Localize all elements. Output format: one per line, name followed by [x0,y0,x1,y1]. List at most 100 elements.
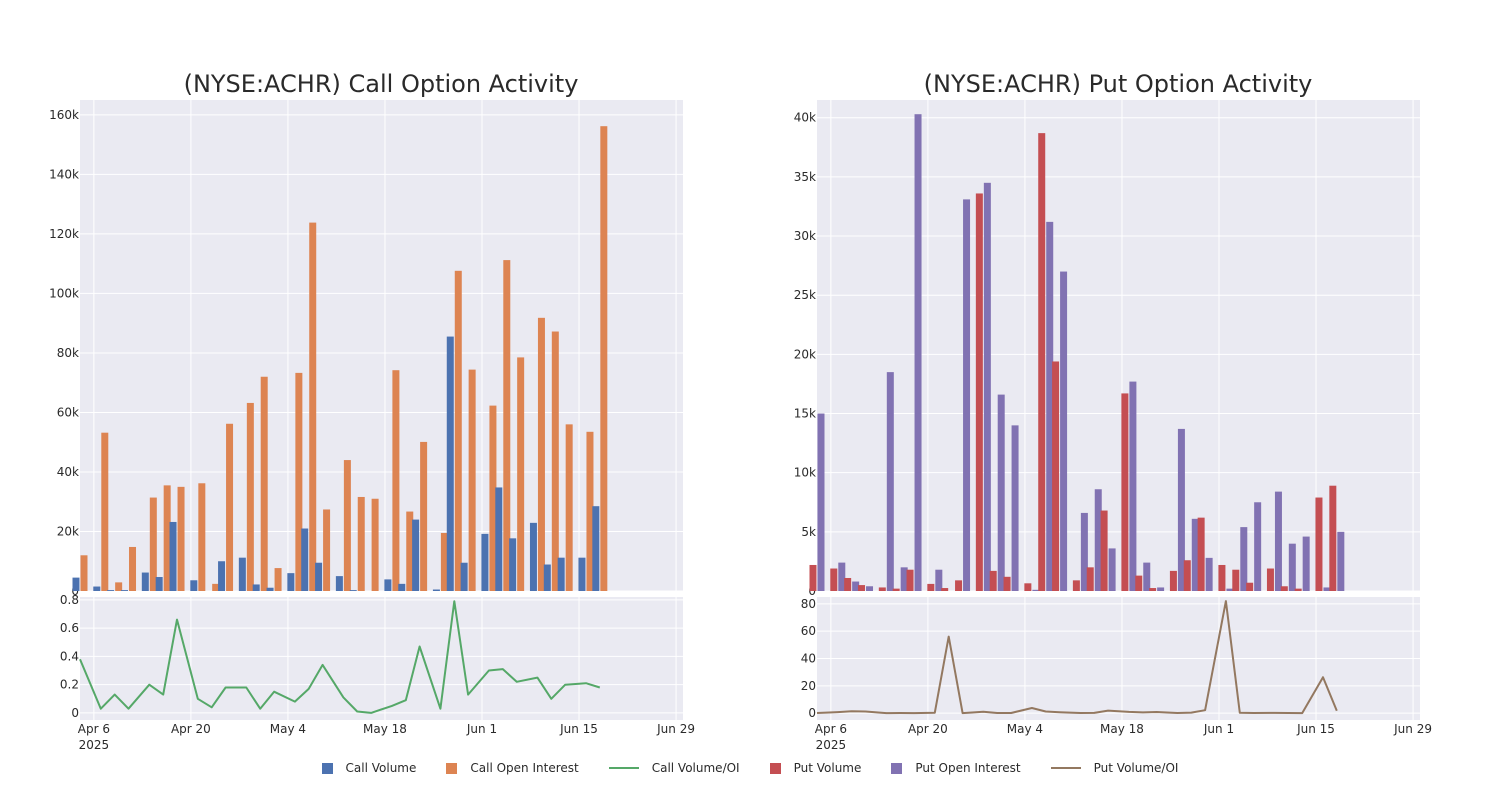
put-bar-ytick-label: 15k [794,407,816,421]
put-open-interest-bar [1254,502,1262,591]
put-xtick-label: Jun 1 [1203,722,1234,736]
call-open-interest-bar [392,370,400,591]
put-open-interest-bar [1011,425,1019,591]
put-volume-bar [941,588,949,591]
put-volume-bar [858,585,866,591]
put-volume-bar [1280,586,1288,591]
call-open-interest-bar [246,402,254,591]
call-open-interest-bar [600,126,608,591]
put-bar-ytick-label: 35k [794,170,816,184]
put-open-interest-bar [886,372,894,591]
put-bar-ytick-label: 10k [794,466,816,480]
put-chart: (NYSE:ACHR) Put Option Activity 0 5k 10k 15k… [794,70,1432,752]
put-open-interest-bar [1337,531,1345,591]
put-volume-bar [1121,393,1129,591]
put-volume-bar [1218,564,1226,591]
put-ratio-ytick-label: 80 [801,597,816,611]
put-open-interest-bar [1046,221,1054,591]
call-volume-bar [252,584,260,591]
call-volume-bar [543,564,551,591]
put-open-interest-bar [963,199,971,592]
put-bar-ytick-label: 5k [801,525,816,539]
call-volume-bar [529,522,537,591]
call-open-interest-bar [551,331,559,591]
call-volume-bar [121,590,129,591]
call-open-interest-bar [80,555,88,591]
call-open-interest-bar [115,582,123,591]
call-xtick-label: Jun 15 [559,722,598,736]
put-volume-bar [809,564,817,591]
put-open-interest-bar [1094,489,1102,591]
put-volume-bar [906,569,914,591]
chart-legend: Call Volume Call Open Interest Call Volu… [0,758,1500,778]
put-open-interest-bar [914,114,922,591]
put-volume-bar [975,193,983,591]
call-open-interest-bar [212,583,220,591]
call-bar-ytick-label: 120k [49,227,79,241]
call-volume-bar [557,557,565,591]
put-open-interest-bar [1302,536,1310,591]
put-bar-ytick-label: 40k [794,111,816,125]
put-volume-bar [1072,580,1080,591]
call-volume-bar [578,557,586,591]
call-volume-bar [315,562,323,591]
call-volume-bar [301,528,309,591]
call-volume-bar [238,557,246,591]
call-open-interest-bar [489,405,497,591]
put-volume-bar [989,570,997,591]
call-open-interest-bar [274,568,282,591]
call-xtick-year-label: 2025 [79,738,110,752]
put-ratio-ytick-label: 20 [801,679,816,693]
put-volume-bar [1003,576,1011,591]
call-volume-bar [218,561,226,591]
call-volume-bar [509,538,517,591]
call-open-interest-bar [420,441,428,591]
legend-label-call-open-interest: Call Open Interest [470,761,579,775]
put-volume-bar [1052,361,1060,591]
call-open-interest-bar [198,483,206,591]
put-chart-title: (NYSE:ACHR) Put Option Activity [924,70,1313,98]
put-ratio-ytick-label: 60 [801,624,816,638]
put-volume-bar [927,583,935,591]
call-xtick-label: Apr 6 [78,722,110,736]
call-volume-bar [266,587,274,591]
call-volume-bar [155,577,163,591]
call-volume-bar [460,562,468,591]
put-volume-bar [955,580,963,591]
put-open-interest-bar [817,413,825,591]
call-volume-bar [287,573,295,591]
put-volume-bar [892,588,900,591]
call-volume-bar [495,487,503,591]
put-volume-bar [1086,567,1094,591]
call-open-interest-bar [309,222,317,592]
call-open-interest-bar [226,423,234,591]
put-volume-bar [1315,497,1323,591]
call-open-interest-bar [565,424,573,591]
put-open-interest-bar [1108,548,1116,591]
put-volume-bar [1169,570,1177,591]
call-bar-ytick-label: 60k [57,405,79,419]
put-xtick-label: Apr 20 [908,722,948,736]
call-volume-bar [481,533,489,591]
call-xtick-label: Jun 1 [466,722,497,736]
put-open-interest-bar [1205,557,1213,591]
call-open-interest-bar [468,369,476,591]
legend-label-put-open-interest: Put Open Interest [915,761,1021,775]
put-bar-ytick-label: 30k [794,229,816,243]
legend-swatch-put-open-interest [891,762,903,774]
put-xtick-label: Apr 6 [815,722,847,736]
legend-label-call-volume-oi: Call Volume/OI [651,761,740,775]
put-open-interest-bar [1177,428,1185,591]
put-xtick-year-label: 2025 [816,738,847,752]
legend-item-put-open-interest: Put Open Interest [891,761,1021,775]
call-ratio-ytick-label: 0.4 [60,649,79,663]
call-xtick-label: May 18 [363,722,407,736]
put-volume-bar [1232,569,1240,591]
call-open-interest-bar [101,432,109,591]
call-xtick-label: Apr 20 [171,722,211,736]
put-volume-bar [830,568,838,591]
call-open-interest-bar [517,357,525,591]
call-open-interest-bar [163,485,171,591]
put-open-interest-bar [866,586,874,591]
call-open-interest-bar [440,532,448,591]
